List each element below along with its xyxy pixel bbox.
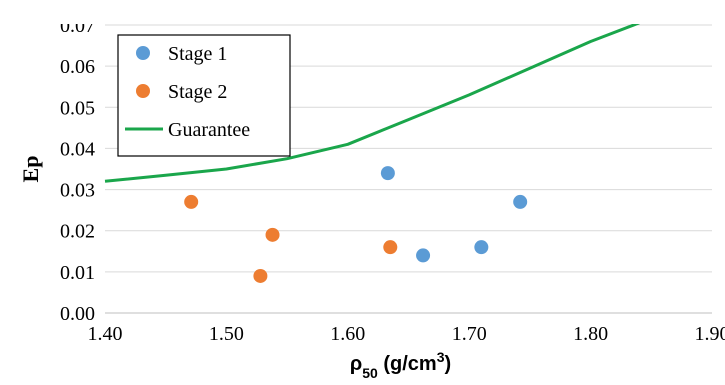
point-stage-2-2 bbox=[266, 228, 280, 242]
legend-swatch-stage-2 bbox=[136, 84, 150, 98]
point-stage-2-1 bbox=[253, 269, 267, 283]
x-tick-label-1: 1.50 bbox=[209, 323, 244, 345]
point-stage-2-0 bbox=[184, 195, 198, 209]
legend-swatch-stage-1 bbox=[136, 46, 150, 60]
x-axis-label-units: (g/cm bbox=[378, 353, 437, 375]
legend: Stage 1 Stage 2 Guarantee bbox=[118, 35, 290, 156]
y-tick-label-4: 0.04 bbox=[60, 138, 95, 160]
y-tick-label-2: 0.02 bbox=[60, 221, 95, 243]
x-tick-label-5: 1.90 bbox=[695, 323, 725, 345]
x-tick-label-0: 1.40 bbox=[88, 323, 123, 345]
legend-label-stage-2: Stage 2 bbox=[168, 81, 227, 103]
legend-label-stage-1: Stage 1 bbox=[168, 43, 227, 65]
x-tick-label-3: 1.70 bbox=[452, 323, 487, 345]
x-axis-label-units-close: ) bbox=[444, 353, 451, 375]
y-tick-label-6: 0.06 bbox=[60, 56, 95, 78]
y-tick-label-5: 0.05 bbox=[60, 97, 95, 119]
y-tick-label-0: 0.00 bbox=[60, 303, 95, 325]
legend-label-guarantee: Guarantee bbox=[168, 119, 250, 141]
x-axis-label-superscript: 3 bbox=[437, 349, 445, 365]
point-stage-2-3 bbox=[383, 240, 397, 254]
x-axis-label-symbol: ρ bbox=[350, 353, 362, 375]
y-tick-label-1: 0.01 bbox=[60, 262, 95, 284]
y-tick-label-3: 0.03 bbox=[60, 180, 95, 202]
plot-area bbox=[0, 0, 725, 283]
top-clip bbox=[0, 0, 725, 24]
x-axis-label-subscript: 50 bbox=[362, 365, 378, 380]
x-axis-label: ρ50 (g/cm3) bbox=[350, 349, 451, 380]
x-tick-label-4: 1.80 bbox=[573, 323, 608, 345]
x-tick-label-2: 1.60 bbox=[330, 323, 365, 345]
y-axis-label: Ep bbox=[18, 156, 43, 183]
point-stage-1-3 bbox=[513, 195, 527, 209]
point-stage-1-1 bbox=[416, 248, 430, 262]
point-stage-1-2 bbox=[474, 240, 488, 254]
point-stage-1-0 bbox=[381, 166, 395, 180]
